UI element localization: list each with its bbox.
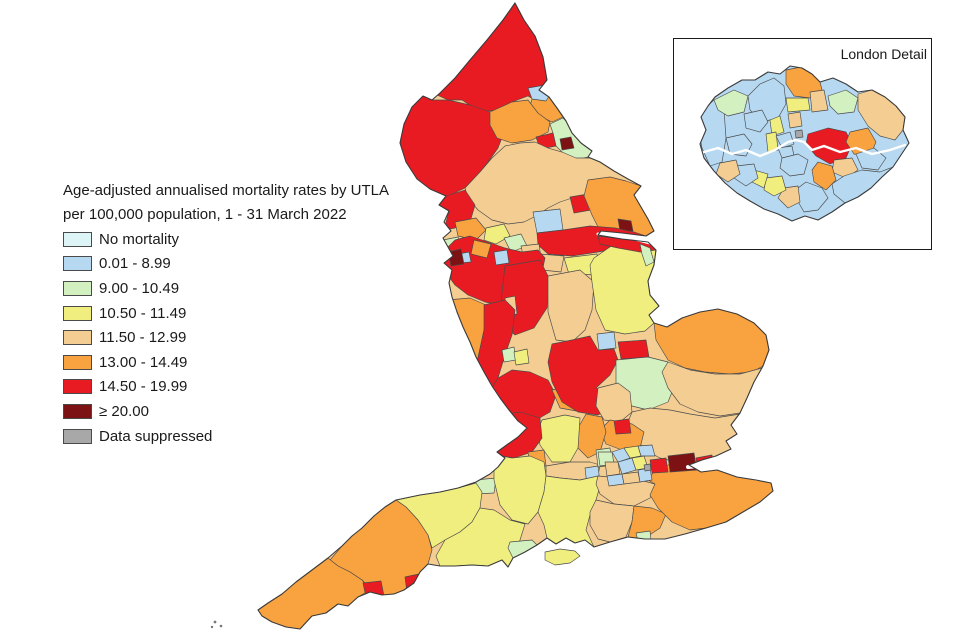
legend-swatch [63, 403, 92, 419]
legend-swatch [63, 256, 92, 272]
borough-hackney [787, 111, 803, 129]
region-hull [617, 218, 634, 232]
legend-swatch [63, 280, 92, 296]
region-newham [649, 457, 669, 474]
legend-label: 10.50 - 11.49 [99, 304, 187, 322]
borough-westminster [775, 131, 795, 149]
borough-redbridge [827, 89, 859, 115]
borough-haringey [785, 97, 811, 113]
isles-of-scilly [210, 620, 223, 629]
legend-swatch [63, 330, 92, 346]
legend-item: No mortality [63, 227, 423, 252]
legend-label: 13.00 - 14.49 [99, 353, 188, 371]
legend-swatch [63, 354, 92, 370]
region-preston [454, 217, 487, 241]
legend-item: 13.00 - 14.49 [63, 350, 423, 375]
region-lincs-coast-sliver [639, 243, 655, 267]
legend-item: ≥ 20.00 [63, 399, 423, 424]
region-nottinghamshire [547, 269, 595, 343]
legend-swatch [63, 231, 92, 247]
region-northamptonshire [595, 382, 633, 423]
england-coastline [257, 2, 774, 630]
region-uttoxeter-spot [513, 348, 530, 366]
borough-hounslow [715, 159, 741, 183]
region-wigan [470, 239, 492, 259]
legend-label: ≥ 20.00 [99, 402, 149, 420]
borough-brent [743, 109, 769, 133]
legend-item: 10.50 - 11.49 [63, 301, 423, 326]
legend-swatch [63, 379, 92, 395]
borough-lambeth-southwark [779, 153, 809, 177]
legend-label: 0.01 - 8.99 [99, 255, 171, 273]
region-london-borough [637, 444, 656, 457]
legend-label: 14.50 - 19.99 [99, 378, 188, 396]
legend-item: 0.01 - 8.99 [63, 252, 423, 277]
borough-islington [765, 131, 779, 153]
borough-camden [769, 115, 785, 137]
figure-title-line1: Age-adjusted annualised mortality rates … [63, 182, 390, 199]
region-rutland [596, 331, 617, 351]
legend-label: No mortality [99, 230, 180, 248]
legend-items: No mortality 0.01 - 8.99 9.00 - 10.49 10… [63, 227, 423, 448]
region-bolton [493, 249, 510, 266]
inset-title: London Detail [840, 46, 927, 62]
legend: Age-adjusted annualised mortality rates … [63, 179, 423, 448]
legend-item: Data suppressed [63, 424, 423, 449]
region-durham [489, 99, 551, 144]
region-city-of-london [643, 463, 652, 472]
borough-city-of-london [794, 129, 804, 139]
legend-label: Data suppressed [99, 427, 213, 445]
legend-swatch [63, 428, 92, 444]
borough-waltham-forest [809, 89, 829, 113]
legend-label: 9.00 - 10.49 [99, 279, 180, 297]
legend-item: 14.50 - 19.99 [63, 375, 423, 400]
legend-swatch [63, 305, 92, 321]
region-isle-of-wight [544, 548, 581, 566]
thames-river-inset [702, 138, 907, 158]
region-blackburn [483, 223, 511, 245]
legend-item: 9.00 - 10.49 [63, 276, 423, 301]
legend-label: 11.50 - 12.99 [99, 329, 187, 347]
borough-lewisham [811, 161, 837, 191]
legend-item: 11.50 - 12.99 [63, 325, 423, 350]
figure-title-line2: per 100,000 population, 1 - 31 March 202… [63, 206, 347, 223]
london-outline [699, 65, 910, 222]
region-luton [613, 418, 632, 435]
borough-harrow [713, 89, 749, 117]
region-middlesbrough [559, 136, 575, 151]
